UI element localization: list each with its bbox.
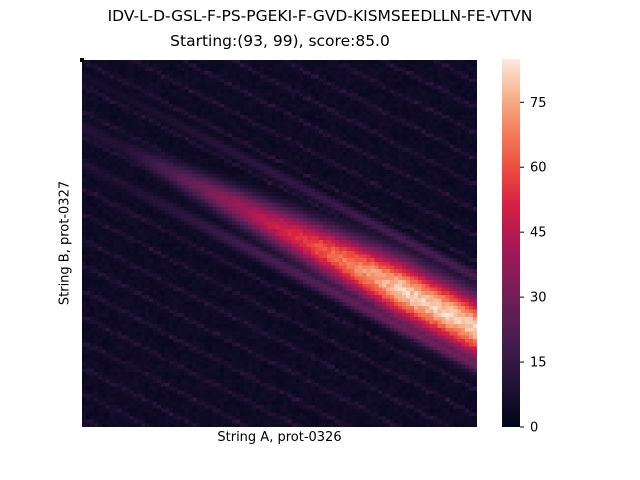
- colorbar-tick-label: 60: [530, 161, 547, 176]
- heatmap-plot-area: [82, 60, 477, 427]
- chart-subtitle: Starting:(93, 99), score:85.0: [170, 32, 390, 50]
- y-axis-label: String B, prot-0327: [57, 180, 73, 306]
- start-marker: [80, 58, 84, 62]
- colorbar-tick-label: 75: [530, 96, 547, 111]
- chart-title: IDV-L-D-GSL-F-PS-PGEKI-F-GVD-KISMSEEDLLN…: [107, 7, 533, 25]
- colorbar-axis: 0 15 30 45 60 75: [520, 96, 547, 436]
- heatmap-cells: [82, 60, 477, 427]
- colorbar-tick-label: 15: [530, 356, 547, 371]
- colorbar-tick-label: 30: [530, 291, 547, 306]
- colorbar-tick-label: 0: [530, 421, 538, 436]
- colorbar-tick-label: 45: [530, 226, 547, 241]
- x-axis-label: String A, prot-0326: [217, 430, 342, 445]
- colorbar: [502, 59, 520, 427]
